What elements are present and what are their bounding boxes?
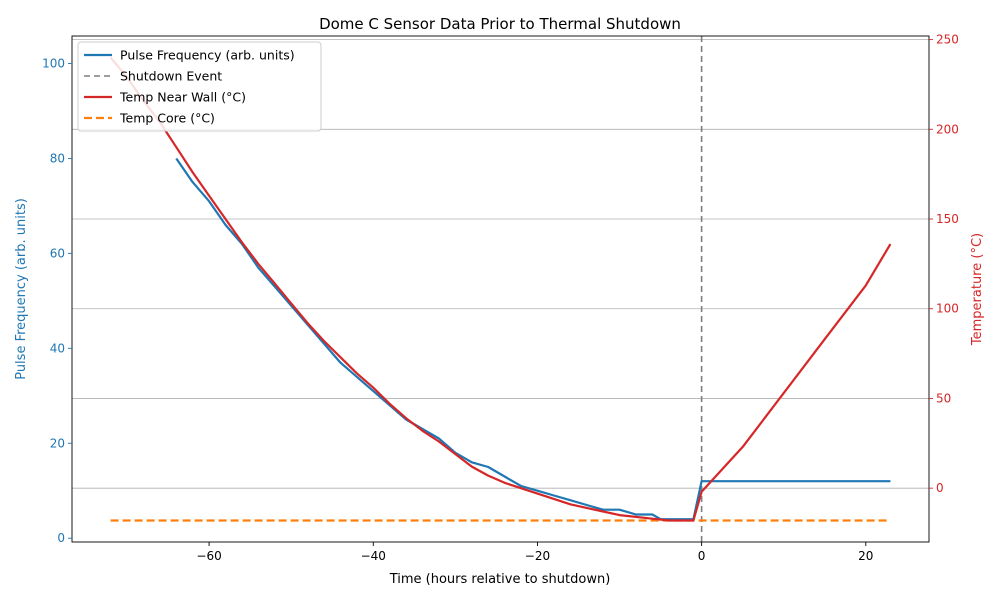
left-axis-title: Pulse Frequency (arb. units) [14, 198, 29, 380]
plot-frame [71, 35, 930, 543]
x-tick-label-3: 0 [698, 549, 706, 563]
plot-area [109, 36, 892, 542]
left-tick-label-2: 40 [50, 341, 65, 355]
left-tick-label-4: 80 [50, 151, 65, 165]
left-axis-ticks: 0 20 40 60 80 100 [42, 57, 72, 545]
right-tick-label-1: 50 [936, 391, 951, 405]
legend-label-temp-core: Temp Core (°C) [119, 111, 215, 126]
gridlines [72, 39, 929, 489]
x-axis-ticks: −60 −40 −20 0 20 [196, 542, 873, 563]
legend-label-shutdown: Shutdown Event [120, 69, 222, 84]
right-tick-label-5: 250 [936, 33, 959, 47]
left-tick-label-5: 100 [42, 57, 65, 71]
right-tick-label-0: 0 [936, 481, 944, 495]
right-tick-label-2: 100 [936, 302, 959, 316]
right-axis-title: Temperature (°C) [970, 233, 985, 346]
x-tick-label-1: −40 [361, 549, 386, 563]
right-axis-ticks: 0 50 100 150 200 250 [929, 33, 959, 495]
right-tick-label-3: 150 [936, 212, 959, 226]
x-tick-label-4: 20 [858, 549, 873, 563]
legend-label-pulse: Pulse Frequency (arb. units) [120, 48, 295, 63]
legend-label-temp-wall: Temp Near Wall (°C) [119, 90, 246, 105]
chart-title: Dome C Sensor Data Prior to Thermal Shut… [319, 15, 681, 33]
left-tick-label-3: 60 [50, 246, 65, 260]
left-tick-label-0: 0 [57, 531, 65, 545]
legend: Pulse Frequency (arb. units) Shutdown Ev… [77, 41, 322, 132]
x-tick-label-0: −60 [196, 549, 221, 563]
x-axis-title: Time (hours relative to shutdown) [389, 572, 611, 587]
left-tick-label-1: 20 [50, 436, 65, 450]
legend-box [77, 41, 322, 132]
right-tick-label-4: 200 [936, 122, 959, 136]
x-tick-label-2: −20 [525, 549, 550, 563]
series-temp-near-wall-line [109, 56, 892, 522]
